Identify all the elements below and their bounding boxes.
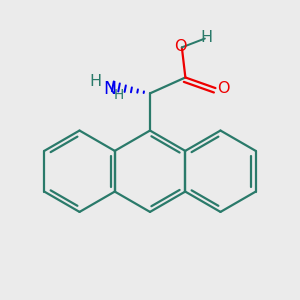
Text: H: H — [201, 30, 213, 45]
Text: N: N — [103, 80, 117, 98]
Text: O: O — [174, 39, 186, 54]
Text: H: H — [90, 74, 102, 88]
Text: O: O — [217, 81, 230, 96]
Text: H: H — [114, 88, 124, 102]
